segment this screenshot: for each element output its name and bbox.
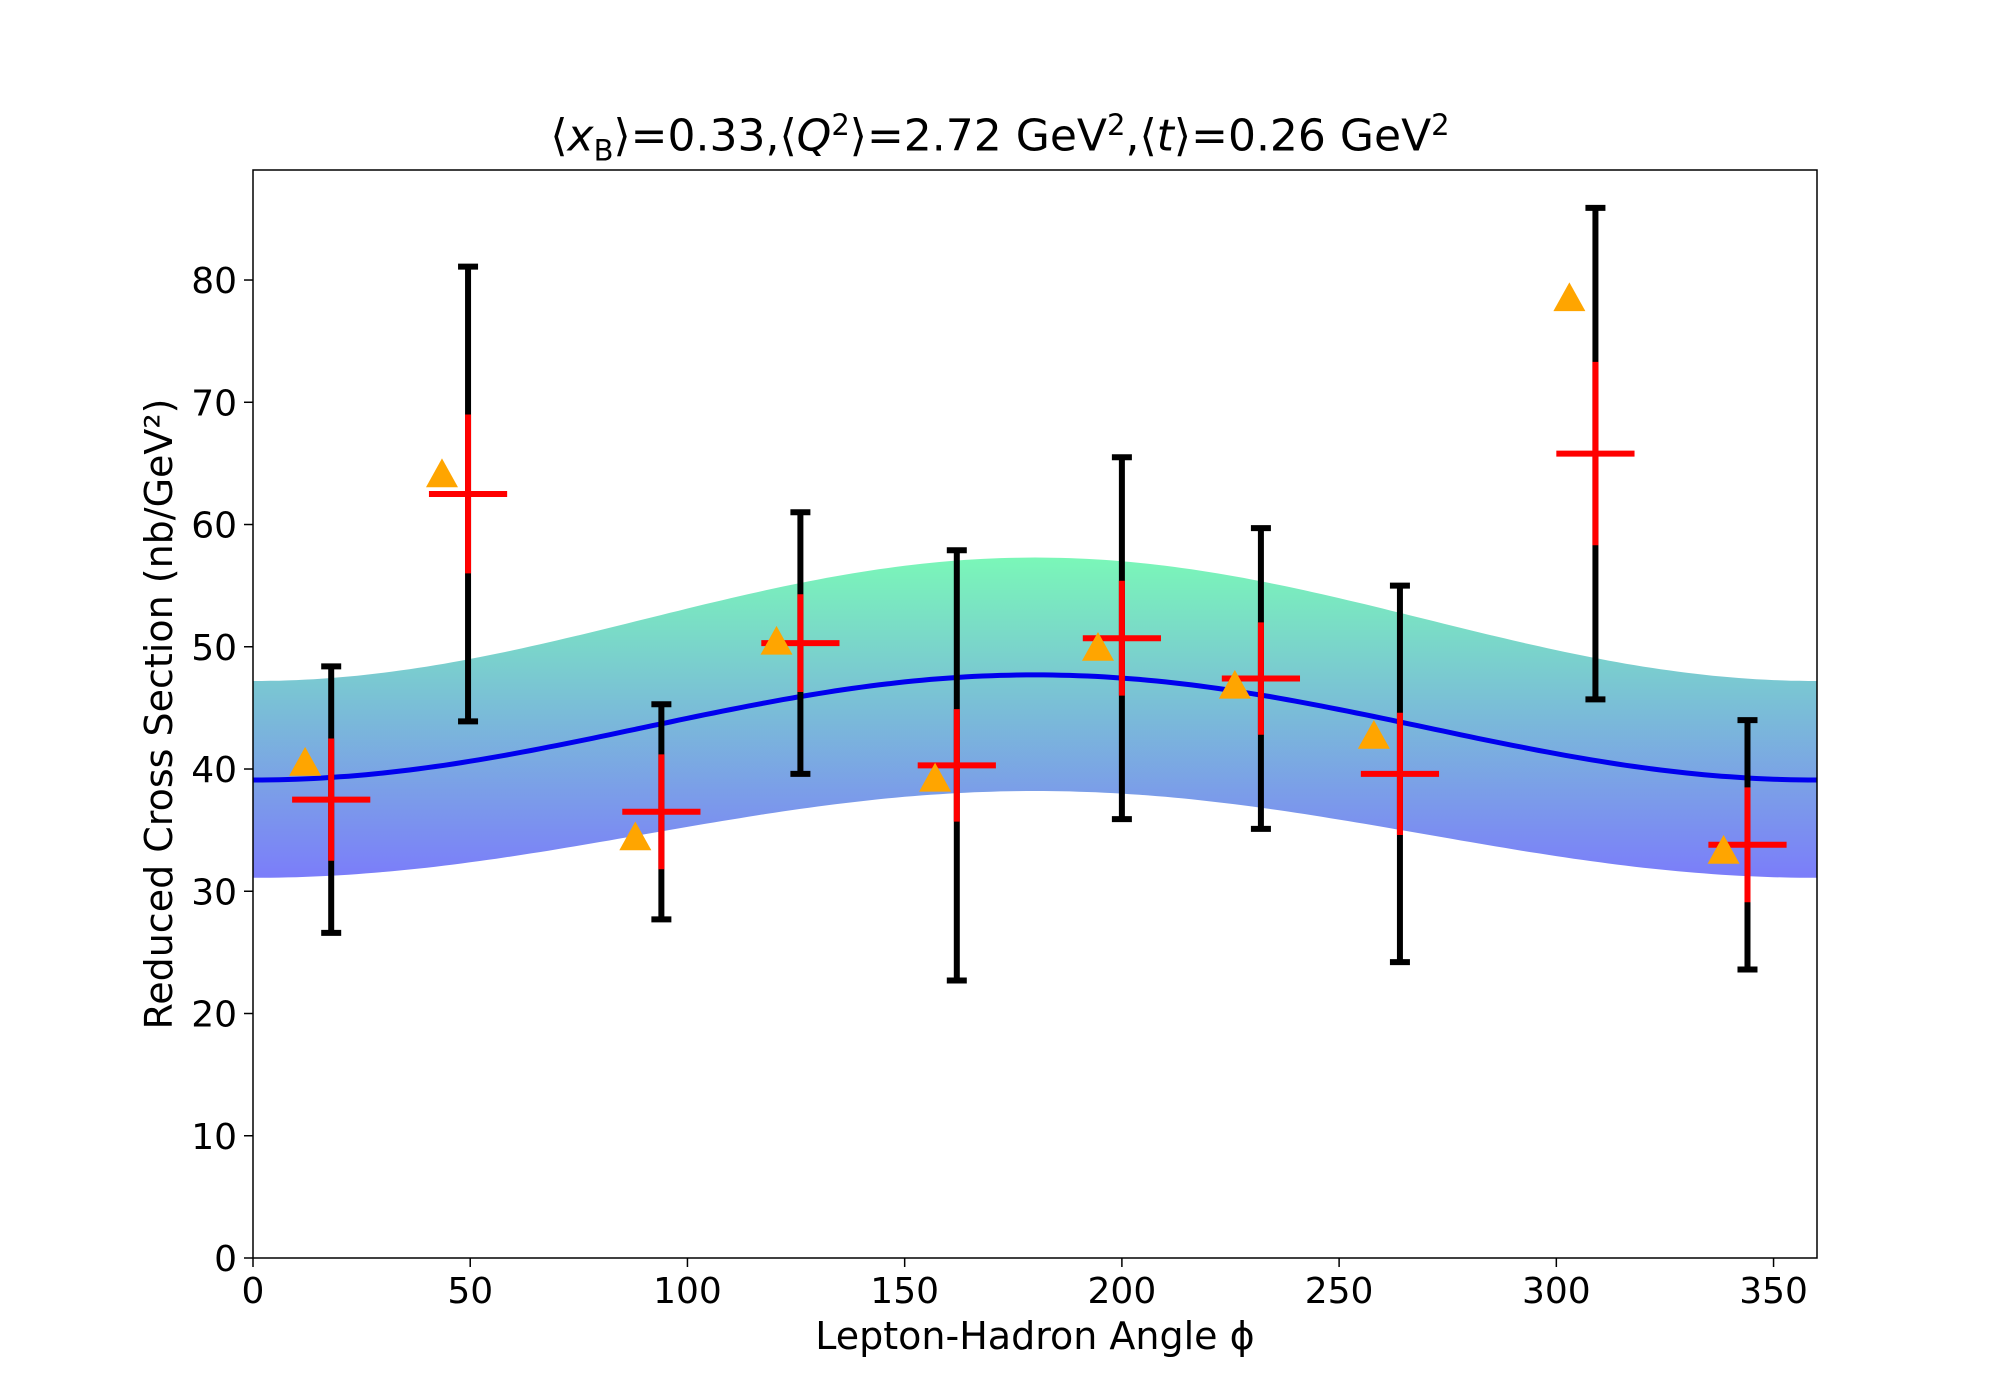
model-point-7 xyxy=(1218,669,1251,699)
model-point-3 xyxy=(619,821,652,851)
axes: 0 50 100 150 200 250 300 350 0 10 20 30 40 50 60 70 80 xyxy=(191,261,1808,1312)
data-point-9 xyxy=(1556,204,1635,703)
title-q-symbol: Q xyxy=(796,110,832,162)
x-tick-label: 350 xyxy=(1739,1271,1808,1312)
x-tick-label: 50 xyxy=(447,1271,493,1312)
model-point-5 xyxy=(919,762,952,792)
y-tick-label: 20 xyxy=(191,995,237,1036)
plot-frame xyxy=(252,169,1818,1259)
x-tick-label: 0 xyxy=(242,1271,265,1312)
y-tick-label: 70 xyxy=(191,383,237,424)
x-tick-label: 150 xyxy=(870,1271,939,1312)
model-point-2 xyxy=(425,458,458,488)
chart-title: ⟨xB⟩=0.33,⟨Q2⟩=2.72 GeV2,⟨t⟩=0.26 GeV2 xyxy=(550,108,1450,168)
data-point-8 xyxy=(1360,582,1440,966)
title-t-symbol: t xyxy=(1156,110,1174,162)
data-point-5 xyxy=(917,547,996,984)
y-tick-label: 0 xyxy=(214,1239,237,1280)
x-tick-label: 300 xyxy=(1522,1271,1591,1312)
y-tick-label: 40 xyxy=(191,750,237,791)
title-xb-symbol: x xyxy=(567,110,594,162)
y-axis-label: Reduced Cross Section (nb/GeV²) xyxy=(137,399,181,1030)
y-tick-label: 30 xyxy=(191,872,237,913)
model-point-6 xyxy=(1081,631,1114,661)
plot-area xyxy=(253,204,1817,984)
title-q-superscript: 2 xyxy=(831,108,850,142)
x-tick-label: 100 xyxy=(653,1271,722,1312)
x-tick-label: 200 xyxy=(1088,1271,1157,1312)
model-point-8 xyxy=(1357,720,1390,749)
title-t-unit-superscript: 2 xyxy=(1431,108,1450,142)
y-tick-label: 60 xyxy=(191,506,237,547)
title-xb-value: =0.33, xyxy=(630,110,780,162)
model-point-10 xyxy=(1707,834,1740,864)
title-t-value: =0.26 GeV xyxy=(1191,110,1432,162)
x-axis-label: Lepton-Hadron Angle ϕ xyxy=(815,1314,1254,1358)
data-point-1 xyxy=(292,663,371,936)
y-tick-label: 80 xyxy=(191,261,237,302)
x-tick-label: 250 xyxy=(1305,1271,1374,1312)
y-tick-label: 10 xyxy=(191,1117,237,1158)
title-q-unit-superscript: 2 xyxy=(1107,108,1126,142)
uncertainty-band xyxy=(253,557,1817,878)
data-point-2 xyxy=(428,263,508,725)
fit-curve xyxy=(253,672,1817,783)
title-q-value: =2.72 GeV xyxy=(866,110,1108,162)
title-xb-subscript: B xyxy=(593,133,614,168)
model-point-9 xyxy=(1553,282,1586,312)
model-point-1 xyxy=(289,746,322,776)
model-point-4 xyxy=(760,625,793,655)
y-tick-label: 50 xyxy=(191,628,237,669)
data-point-3 xyxy=(622,701,701,923)
